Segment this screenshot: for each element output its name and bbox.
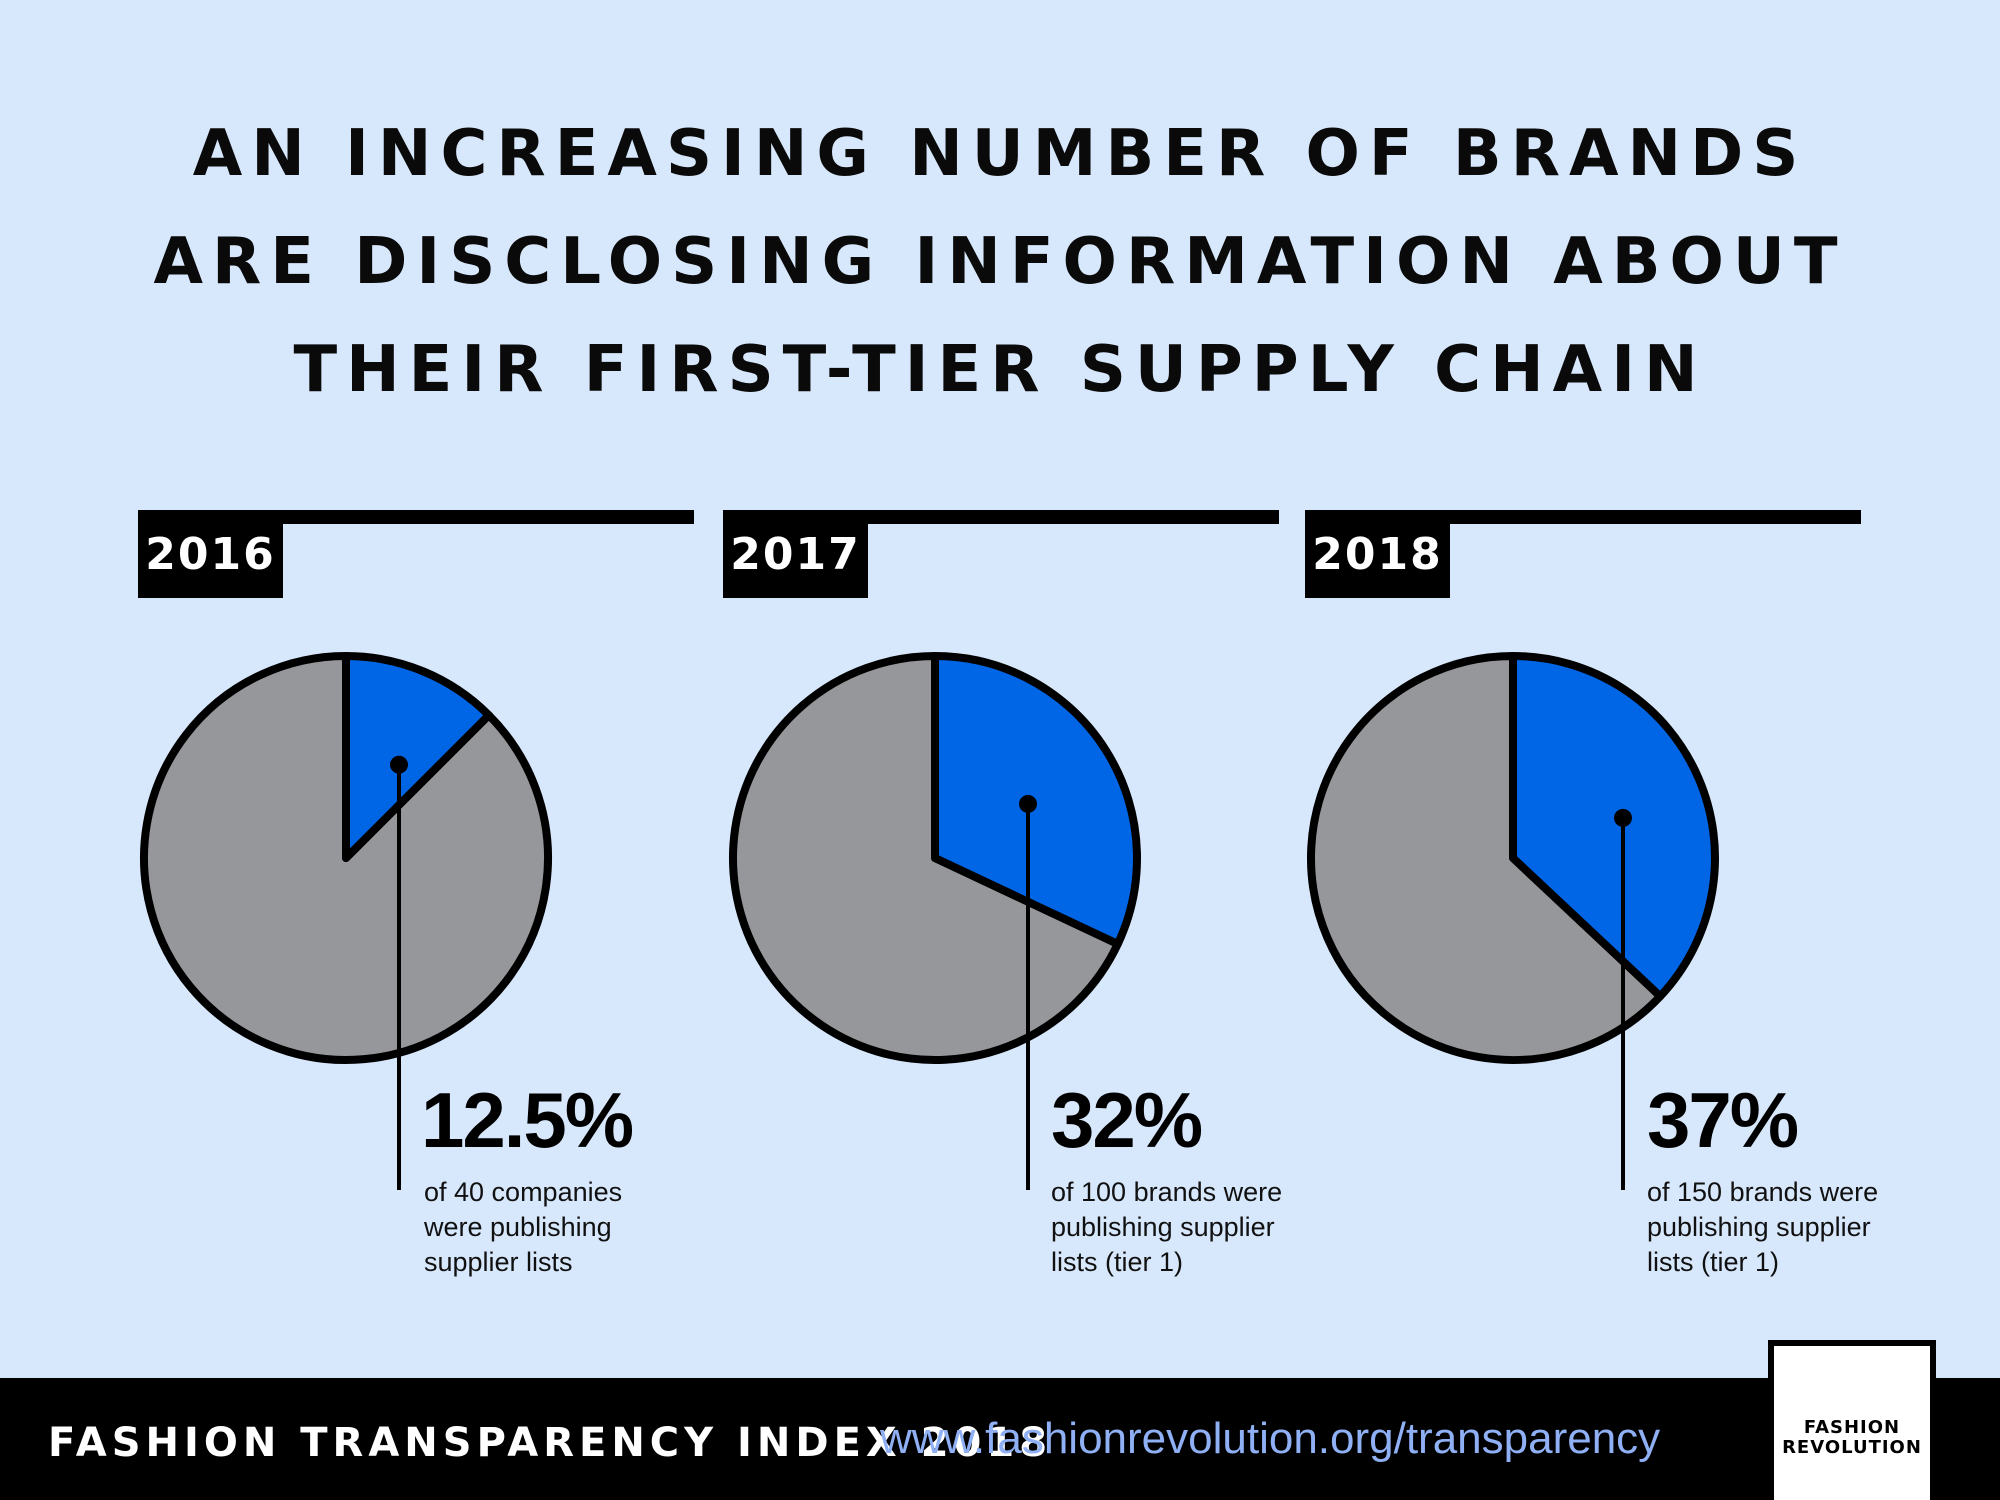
year-label: 2018: [1305, 510, 1450, 598]
percent-label: 12.5%: [421, 1076, 634, 1164]
pie-slice-highlight: [1509, 652, 1719, 1001]
footer-url-link[interactable]: www.fashionrevolution.org/transparency: [880, 1414, 1661, 1463]
description-text: of 150 brands were publishing supplier l…: [1647, 1175, 1907, 1280]
callout-dot: [1614, 808, 1632, 827]
description-line: of 150 brands were: [1647, 1177, 1879, 1207]
pie-chart: [729, 652, 1141, 1190]
logo-line: REVOLUTION: [1782, 1437, 1922, 1458]
chart-panel-2016: 2016 12.5% of 40 companies were publishi…: [138, 510, 698, 1310]
description-line: supplier lists: [424, 1247, 573, 1277]
description-text: of 40 companies were publishing supplier…: [424, 1175, 684, 1280]
description-text: of 100 brands were publishing supplier l…: [1051, 1175, 1311, 1280]
title-line: AN INCREASING NUMBER OF BRANDS: [192, 117, 1808, 191]
pie-chart: [140, 652, 552, 1190]
chart-panel-2017: 2017 32% of 100 brands were publishing s…: [723, 510, 1283, 1310]
footer-title: FASHION TRANSPARENCY INDEX 2018: [48, 1420, 1053, 1466]
pie-chart: [1307, 652, 1719, 1190]
page-title: AN INCREASING NUMBER OF BRANDS ARE DISCL…: [0, 100, 2000, 424]
title-line: THEIR FIRST-TIER SUPPLY CHAIN: [293, 333, 1707, 407]
year-label: 2017: [723, 510, 868, 598]
title-line: ARE DISCLOSING INFORMATION ABOUT: [153, 225, 1847, 299]
callout-dot: [1019, 794, 1037, 813]
description-line: were publishing: [424, 1212, 612, 1242]
pie-slice-highlight: [342, 652, 493, 862]
description-line: of 100 brands were: [1051, 1177, 1283, 1207]
chart-panel-2018: 2018 37% of 150 brands were publishing s…: [1305, 510, 1878, 1310]
percent-label: 37%: [1647, 1076, 1799, 1164]
pie-slice-remainder: [1307, 652, 1665, 1064]
footer-bar: [0, 1378, 2000, 1500]
callout-dot: [390, 755, 408, 774]
description-line: of 40 companies: [424, 1177, 623, 1207]
fashion-revolution-logo: FASHION REVOLUTION: [1768, 1340, 1936, 1500]
year-label: 2016: [138, 510, 283, 598]
description-line: publishing supplier: [1647, 1212, 1871, 1242]
percent-label: 32%: [1051, 1076, 1203, 1164]
description-line: lists (tier 1): [1647, 1247, 1780, 1277]
logo-line: FASHION: [1803, 1417, 1901, 1438]
description-line: lists (tier 1): [1051, 1247, 1184, 1277]
pie-slice-remainder: [729, 652, 1122, 1064]
description-line: publishing supplier: [1051, 1212, 1275, 1242]
